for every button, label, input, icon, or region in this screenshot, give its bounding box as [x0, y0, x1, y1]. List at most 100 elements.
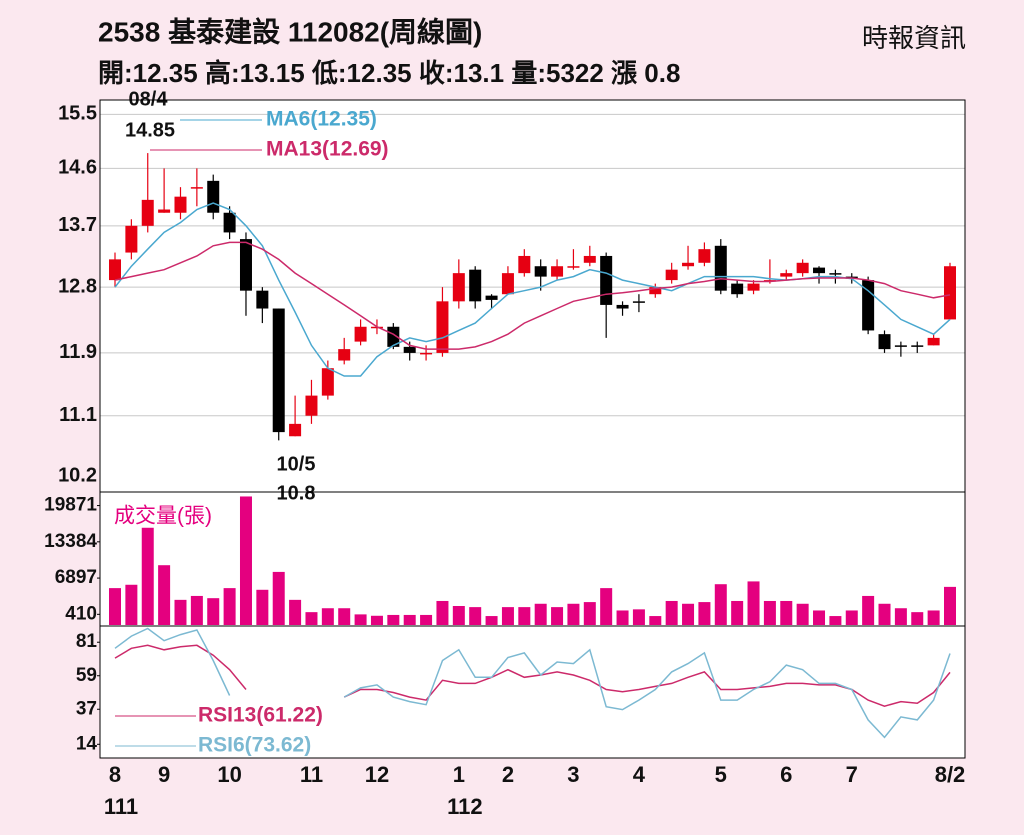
candle-body [616, 304, 629, 309]
candle-body [534, 266, 547, 277]
annotation: 08/4 [129, 88, 169, 110]
x-tick-label: 7 [846, 762, 858, 787]
volume-bar [665, 600, 678, 625]
candle-body [813, 267, 826, 274]
volume-bar [485, 616, 498, 625]
legend-label: MA6(12.35) [266, 108, 377, 131]
volume-bar [862, 595, 875, 625]
candle-body [583, 255, 596, 263]
volume-bar [845, 610, 858, 625]
candle-body [829, 273, 842, 275]
volume-bar [223, 588, 236, 625]
x-tick-label: 8 [109, 762, 121, 787]
line [114, 241, 951, 350]
candle-body [207, 180, 220, 213]
x-tick-label: 12 [365, 762, 389, 787]
volume-bar [649, 616, 662, 625]
annotation: 10.8 [277, 482, 316, 504]
volume-bar [289, 599, 302, 625]
candle-body [911, 345, 924, 347]
candle-body [551, 266, 564, 277]
volume-bar [403, 614, 416, 625]
y-tick-label: 14 [76, 733, 98, 754]
volume-bar [239, 496, 252, 625]
volume-bar [829, 616, 842, 625]
candle-body [452, 273, 465, 302]
candle-body [649, 287, 662, 295]
legend-label: RSI13(61.22) [198, 704, 323, 727]
candle-body [174, 196, 187, 213]
volume-bar [747, 581, 760, 625]
x-year-label: 112 [447, 794, 483, 819]
x-tick-label: 6 [780, 762, 792, 787]
x-year-label: 111 [104, 794, 138, 819]
volume-bar [911, 612, 924, 625]
y-tick-label: 19871 [44, 495, 97, 516]
candle-body [600, 255, 613, 305]
volume-bar [927, 610, 940, 625]
y-tick-label: 11.9 [59, 341, 97, 363]
panel-frame [99, 99, 966, 759]
subtitle: 開:12.35 高:13.15 低:12.35 收:13.1 量:5322 漲 … [98, 58, 680, 88]
volume-bar [305, 612, 318, 625]
volume-bar [796, 603, 809, 625]
candle-body [682, 262, 695, 267]
volume-bar [780, 600, 793, 625]
candle-body [420, 352, 433, 355]
volume-bar [158, 565, 171, 625]
candle-body [780, 273, 793, 277]
candle-body [354, 326, 367, 342]
y-tick-label: 12.8 [58, 275, 97, 297]
candle-body [338, 349, 351, 361]
candle-body [289, 423, 302, 437]
volume-bar [600, 588, 613, 625]
y-tick-label: 410 [65, 603, 97, 624]
panel-label: 成交量(張) [114, 505, 212, 528]
volume-bar [616, 610, 629, 625]
volume-bar [501, 607, 514, 625]
candle-body [190, 187, 203, 189]
y-tick-label: 81 [76, 631, 98, 652]
candle-body [632, 301, 645, 303]
candle-body [109, 259, 121, 281]
volume-bar [813, 610, 826, 625]
y-tick-label: 59 [76, 665, 97, 686]
candle-body [436, 301, 449, 353]
volume-bar [714, 584, 727, 625]
y-tick-label: 13.7 [58, 214, 97, 236]
y-tick-label: 11.1 [59, 404, 97, 426]
x-tick-label: 2 [502, 762, 514, 787]
candle-body [141, 199, 154, 226]
candle-body [665, 269, 678, 281]
volume-bar [894, 608, 907, 625]
x-tick-label: 4 [633, 762, 646, 787]
candle-body [125, 225, 138, 253]
volume-bar [944, 586, 956, 625]
line [343, 648, 951, 739]
candle-body [239, 239, 252, 291]
legend-label: MA13(12.69) [266, 138, 389, 161]
candle-body [469, 269, 482, 302]
volume-bar [370, 615, 383, 625]
y-tick-label: 10.2 [58, 464, 97, 486]
candle-body [944, 266, 956, 320]
x-tick-label: 11 [300, 762, 323, 787]
annotation: 14.85 [125, 119, 175, 141]
y-tick-label: 14.6 [58, 157, 97, 179]
volume-bar [174, 599, 187, 625]
candle-body [731, 283, 744, 295]
candle-body [894, 345, 907, 347]
chart-title: 2538 基泰建設 112082(周線圖) [98, 15, 482, 47]
candle-body [272, 308, 285, 433]
candle-body [747, 283, 760, 291]
volume-bar [256, 589, 269, 625]
volume-bar [387, 614, 400, 625]
volume-bar [551, 607, 564, 625]
volume-bar [682, 603, 695, 625]
volume-bar [534, 603, 547, 625]
volume-bar [141, 527, 154, 625]
candle-body [387, 326, 400, 347]
legend-label: RSI6(73.62) [198, 734, 311, 757]
volume-bar [567, 603, 580, 625]
